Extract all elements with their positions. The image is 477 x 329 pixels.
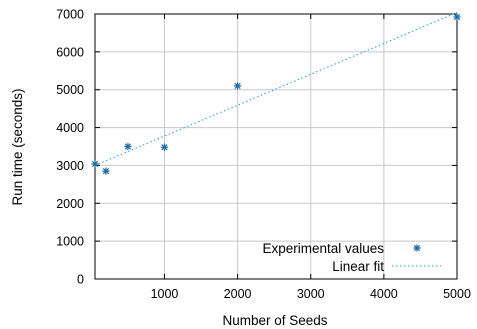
y-tick-label: 2000 — [56, 197, 84, 211]
experimental-values-series — [91, 13, 461, 175]
y-tick-label: 4000 — [56, 121, 84, 135]
x-tick-label: 3000 — [297, 287, 325, 301]
x-axis-label: Number of Seeds — [222, 313, 327, 328]
x-tick-label: 5000 — [443, 287, 471, 301]
data-point — [160, 143, 169, 151]
x-tick-label: 1000 — [151, 287, 179, 301]
legend-label: Experimental values — [262, 241, 384, 256]
x-tick-label: 4000 — [370, 287, 398, 301]
plot-frame — [94, 13, 458, 280]
y-axis-label: Run time (seconds) — [10, 88, 25, 205]
x-tick-label: 2000 — [224, 287, 252, 301]
data-point — [453, 13, 461, 21]
data-point — [91, 160, 99, 168]
grid-lines — [95, 13, 458, 280]
y-tick-label: 7000 — [56, 8, 84, 22]
legend: Experimental values Linear fit — [262, 241, 441, 274]
y-tick-label: 3000 — [56, 159, 84, 173]
y-tick-label: 5000 — [56, 83, 84, 97]
y-tick-label: 1000 — [56, 235, 84, 249]
y-axis-ticks: 0 1000 2000 3000 4000 5000 6000 7000 — [56, 8, 457, 287]
x-axis-ticks: 1000 2000 3000 4000 5000 — [151, 14, 471, 301]
data-point — [124, 142, 132, 151]
plot-border — [94, 13, 458, 280]
data-point — [102, 167, 110, 175]
linear-fit-series — [94, 12, 458, 166]
data-point — [234, 82, 242, 90]
legend-marker-sample — [413, 244, 421, 252]
y-tick-label: 0 — [77, 273, 84, 287]
y-tick-label: 6000 — [56, 45, 84, 59]
linear-fit-line — [94, 12, 458, 166]
legend-label: Linear fit — [332, 259, 384, 274]
